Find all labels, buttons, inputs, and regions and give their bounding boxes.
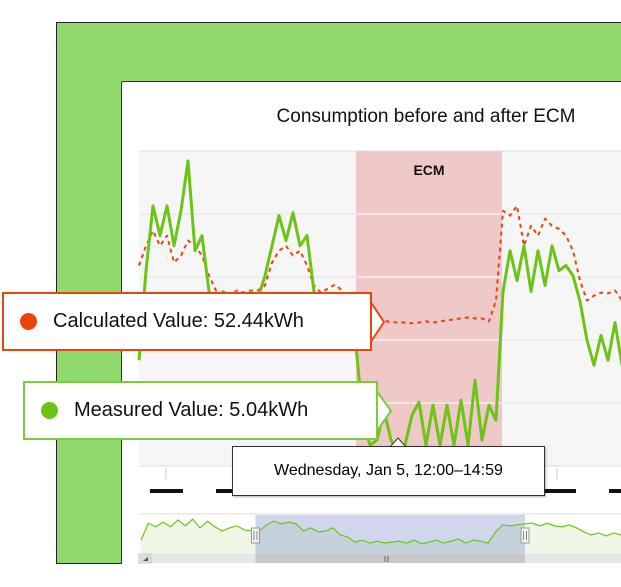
x-axis [150,468,621,493]
scroll-left-arrow-icon [143,557,148,561]
navigator-area [141,519,621,554]
measured-value-label: Measured Value: 5.04kWh [74,399,309,421]
scrollbar-left-button[interactable] [138,553,152,564]
navigator-selection[interactable] [255,515,525,554]
navigator-series-line [140,518,621,545]
scrollbar-thumb[interactable] [255,554,525,563]
ecm-band-label: ECM [413,162,445,178]
navigator-left-handle[interactable] [250,527,260,544]
date-tooltip: Wednesday, Jan 5, 12:00–14:59 [232,446,545,496]
measured-series-marker-icon [41,402,58,419]
calculated-value-label: Calculated Value: 52.44kWh [53,310,304,332]
calculated-value-tooltip: Calculated Value: 52.44kWh [2,292,372,351]
navigator-right-handle[interactable] [520,527,530,544]
navigator[interactable] [138,513,621,564]
calculated-series-marker-icon [20,313,37,330]
measured-value-tooltip: Measured Value: 5.04kWh [23,381,378,440]
chart-title: Consumption before and after ECM [276,106,576,127]
